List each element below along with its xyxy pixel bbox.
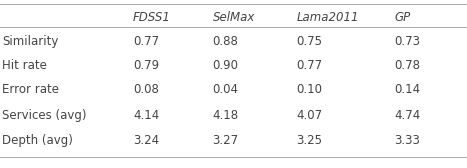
Text: 0.14: 0.14 — [395, 83, 421, 96]
Text: 0.04: 0.04 — [212, 83, 239, 96]
Text: 0.77: 0.77 — [133, 35, 159, 48]
Text: 4.74: 4.74 — [395, 109, 421, 122]
Text: 0.78: 0.78 — [395, 59, 421, 72]
Text: 0.90: 0.90 — [212, 59, 239, 72]
Text: 3.24: 3.24 — [133, 134, 159, 147]
Text: 0.88: 0.88 — [212, 35, 238, 48]
Text: 4.14: 4.14 — [133, 109, 159, 122]
Text: 4.18: 4.18 — [212, 109, 239, 122]
Text: Similarity: Similarity — [2, 35, 59, 48]
Text: Services (avg): Services (avg) — [2, 109, 87, 122]
Text: 0.08: 0.08 — [133, 83, 159, 96]
Text: 0.77: 0.77 — [297, 59, 323, 72]
Text: GP: GP — [395, 11, 411, 24]
Text: 0.75: 0.75 — [297, 35, 323, 48]
Text: 3.27: 3.27 — [212, 134, 239, 147]
Text: 4.07: 4.07 — [297, 109, 323, 122]
Text: Depth (avg): Depth (avg) — [2, 134, 73, 147]
Text: 0.73: 0.73 — [395, 35, 421, 48]
Text: SelMax: SelMax — [212, 11, 255, 24]
Text: 0.79: 0.79 — [133, 59, 159, 72]
Text: 3.33: 3.33 — [395, 134, 420, 147]
Text: FDSS1: FDSS1 — [133, 11, 171, 24]
Text: Error rate: Error rate — [2, 83, 59, 96]
Text: Hit rate: Hit rate — [2, 59, 47, 72]
Text: 3.25: 3.25 — [297, 134, 323, 147]
Text: Lama2011: Lama2011 — [297, 11, 359, 24]
Text: 0.10: 0.10 — [297, 83, 323, 96]
